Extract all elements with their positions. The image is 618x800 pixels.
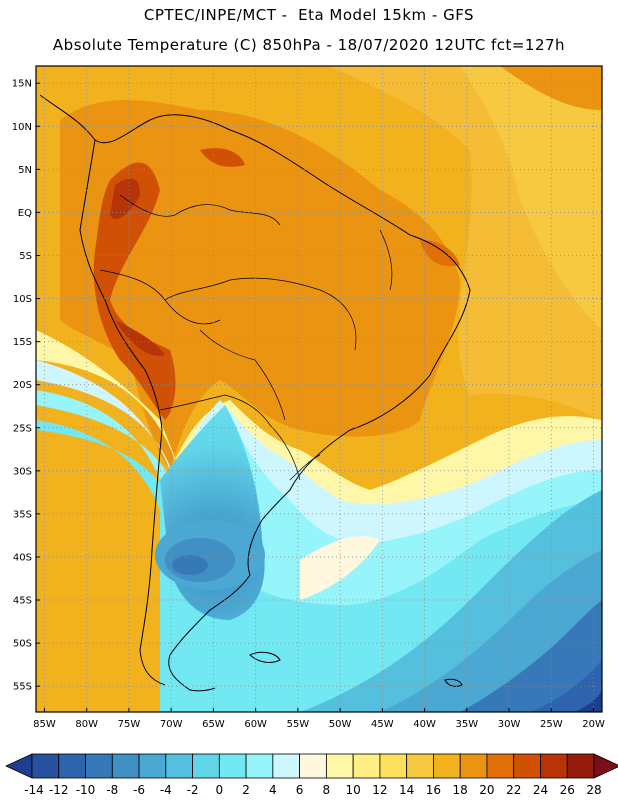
lon-label: 35W [456,719,479,730]
lon-label: 20W [582,719,605,730]
colorbar-tick-label: 18 [453,783,468,797]
colorbar-labels: -14 -12 -10 -8 -6 -4 -2 0 2 4 6 8 10 12 14 16 18 20 22 24 26… [24,783,601,797]
colorbar-tick-label: 24 [533,783,548,797]
lon-label: 25W [540,719,563,730]
map-subtitle: Absolute Temperature (C) 850hPa - 18/07/… [52,36,566,54]
colorbar-swatch [85,753,113,779]
lon-label: 60W [244,719,267,730]
colorbar-tick-label: 16 [426,783,441,797]
lat-label: 15S [13,337,32,348]
lon-label: 80W [75,719,98,730]
lat-label: 5S [19,251,32,262]
lat-label: 30S [13,466,32,477]
lat-label: 35S [13,509,32,520]
colorbar-swatch [379,753,408,779]
colorbar [5,753,618,779]
lat-label: 15N [12,79,32,90]
colorbar-swatch [245,753,274,779]
colorbar-swatch [486,753,515,779]
lat-label: 10N [12,122,32,133]
lat-label: 45S [13,596,32,607]
colorbar-swatch [58,753,86,779]
colorbar-max-arrow [593,753,618,779]
colorbar-swatch [540,753,568,779]
lon-label: 55W [287,719,310,730]
colorbar-tick-label: -8 [106,783,118,797]
temperature-field [36,66,602,712]
coastline [39,94,471,692]
map-frame [35,65,603,713]
colorbar-tick-label: 22 [506,783,521,797]
country-borders [99,194,393,481]
lat-label: 5N [18,165,32,176]
colorbar-tick-label: 28 [586,783,601,797]
lat-label: EQ [18,208,32,219]
colorbar-swatch [165,753,193,779]
colorbar-swatch [31,753,60,779]
colorbar-swatch [272,753,301,779]
colorbar-tick-label: 6 [296,783,304,797]
colorbar-tick-label: -6 [133,783,145,797]
colorbar-tick-label: -14 [24,783,44,797]
colorbar-swatch [406,753,434,779]
colorbar-tick-label: 26 [560,783,575,797]
colorbar-tick-label: -10 [76,783,96,797]
colorbar-tick-label: 2 [242,783,250,797]
colorbar-min-arrow [5,753,33,779]
lat-label: 25S [13,423,32,434]
colorbar-tick-label: 20 [479,783,494,797]
latitude-labels: 15N 10N 5N EQ 5S 10S 15S 20S 25S 30S 35S 40S 45S 50S 5… [12,79,40,693]
lon-label: 30W [498,719,521,730]
lon-label: 85W [33,719,56,730]
colorbar-tick-label: 0 [216,783,224,797]
lon-label: 70W [160,719,183,730]
lat-label: 40S [13,552,32,563]
colorbar-tick-label: 12 [372,783,387,797]
colorbar-tick-label: 14 [399,783,414,797]
colorbar-swatch [513,753,541,779]
lon-label: 45W [371,719,394,730]
colorbar-tick-label: -12 [49,783,69,797]
lon-label: 50W [329,719,352,730]
colorbar-tick-label: -2 [187,783,199,797]
colorbar-swatch [325,753,354,779]
colorbar-swatch [111,753,140,779]
colorbar-tick-label: 4 [269,783,277,797]
colorbar-swatch [299,753,327,779]
colorbar-swatch [352,753,381,779]
map-title: CPTEC/INPE/MCT - Eta Model 15km - GFS [143,6,475,24]
lat-label: 55S [13,682,32,693]
lon-label: 75W [118,719,141,730]
colorbar-tick-label: 10 [346,783,361,797]
colorbar-swatch [433,753,461,779]
colorbar-swatch [218,753,247,779]
lon-label: 65W [202,719,225,730]
lat-label: 50S [13,639,32,650]
colorbar-swatch [138,753,167,779]
longitude-labels: 85W 80W 75W 70W 65W 60W 55W 50W 45W 40W 35W 30W 25W 2… [33,708,605,730]
colorbar-swatch [192,753,220,779]
colorbar-swatch [459,753,488,779]
colorbar-tick-label: -4 [160,783,172,797]
colorbar-swatch [566,753,595,779]
lat-label: 10S [13,294,32,305]
lat-label: 20S [13,380,32,391]
colorbar-tick-label: 8 [323,783,331,797]
lon-label: 40W [413,719,436,730]
